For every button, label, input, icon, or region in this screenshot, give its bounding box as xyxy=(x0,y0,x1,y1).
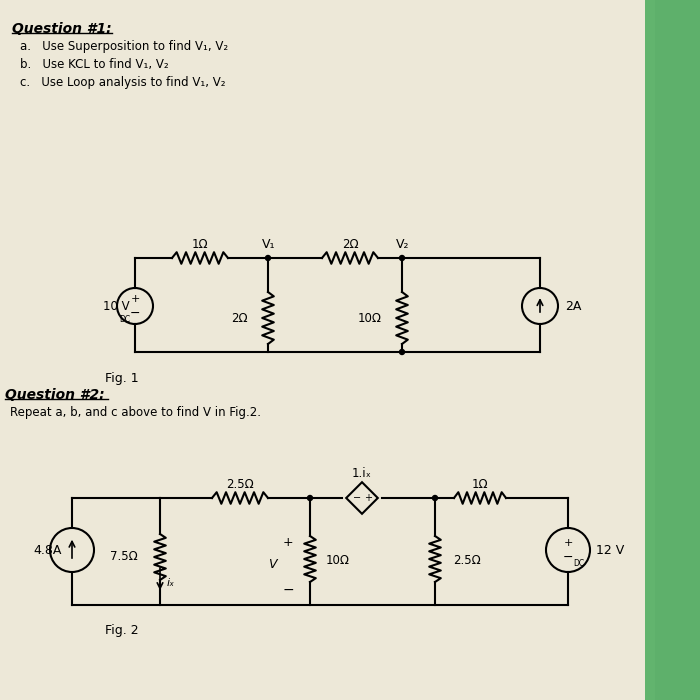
Text: +: + xyxy=(564,538,573,548)
Text: +: + xyxy=(364,493,372,503)
Circle shape xyxy=(307,496,312,500)
Circle shape xyxy=(400,349,405,354)
Text: Fig. 2: Fig. 2 xyxy=(105,624,139,637)
Text: 2.5Ω: 2.5Ω xyxy=(226,478,254,491)
Text: Question #2:: Question #2: xyxy=(5,388,104,402)
Text: a.   Use Superposition to find V₁, V₂: a. Use Superposition to find V₁, V₂ xyxy=(20,40,228,53)
Circle shape xyxy=(265,256,270,260)
Text: −: − xyxy=(563,550,573,564)
Text: 10Ω: 10Ω xyxy=(358,312,382,325)
Text: 1Ω: 1Ω xyxy=(472,478,489,491)
Text: 2.5Ω: 2.5Ω xyxy=(453,554,481,566)
Text: 1Ω: 1Ω xyxy=(192,238,209,251)
Text: V₂: V₂ xyxy=(396,238,410,251)
Text: V: V xyxy=(267,559,276,571)
Text: Question #1:: Question #1: xyxy=(12,22,111,36)
Text: Repeat a, b, and c above to find V in Fig.2.: Repeat a, b, and c above to find V in Fi… xyxy=(10,406,261,419)
Text: c.   Use Loop analysis to find V₁, V₂: c. Use Loop analysis to find V₁, V₂ xyxy=(20,76,225,89)
Text: Fig. 1: Fig. 1 xyxy=(105,372,139,385)
Text: +: + xyxy=(130,294,140,304)
FancyBboxPatch shape xyxy=(645,0,700,700)
Text: 4.8A: 4.8A xyxy=(34,543,62,556)
Text: iₓ: iₓ xyxy=(167,578,175,588)
Circle shape xyxy=(433,496,438,500)
Text: DC: DC xyxy=(573,559,584,568)
Text: −: − xyxy=(282,583,294,597)
Text: 2A: 2A xyxy=(565,300,582,312)
Text: −: − xyxy=(353,493,361,503)
Text: DC: DC xyxy=(119,316,130,325)
Text: +: + xyxy=(283,536,293,549)
Text: 7.5Ω: 7.5Ω xyxy=(111,550,138,564)
Circle shape xyxy=(400,256,405,260)
Text: 12 V: 12 V xyxy=(596,543,624,556)
Text: V₁: V₁ xyxy=(262,238,276,251)
Text: 2Ω: 2Ω xyxy=(342,238,358,251)
Text: 10 V: 10 V xyxy=(104,300,130,312)
FancyBboxPatch shape xyxy=(0,0,655,700)
Text: 1.iₓ: 1.iₓ xyxy=(352,467,372,480)
Text: b.   Use KCL to find V₁, V₂: b. Use KCL to find V₁, V₂ xyxy=(20,58,169,71)
Text: 2Ω: 2Ω xyxy=(232,312,248,325)
Text: 10Ω: 10Ω xyxy=(326,554,350,566)
Text: −: − xyxy=(130,307,140,319)
